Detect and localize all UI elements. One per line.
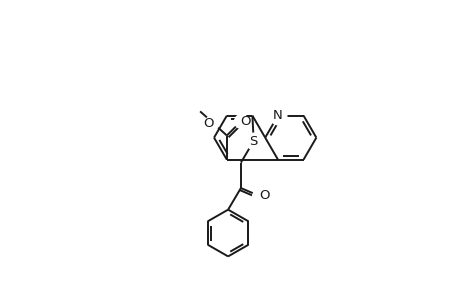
Text: O: O <box>258 189 269 202</box>
Text: O: O <box>203 117 213 130</box>
Text: S: S <box>249 134 257 148</box>
Text: O: O <box>240 115 250 128</box>
Text: N: N <box>273 109 282 122</box>
